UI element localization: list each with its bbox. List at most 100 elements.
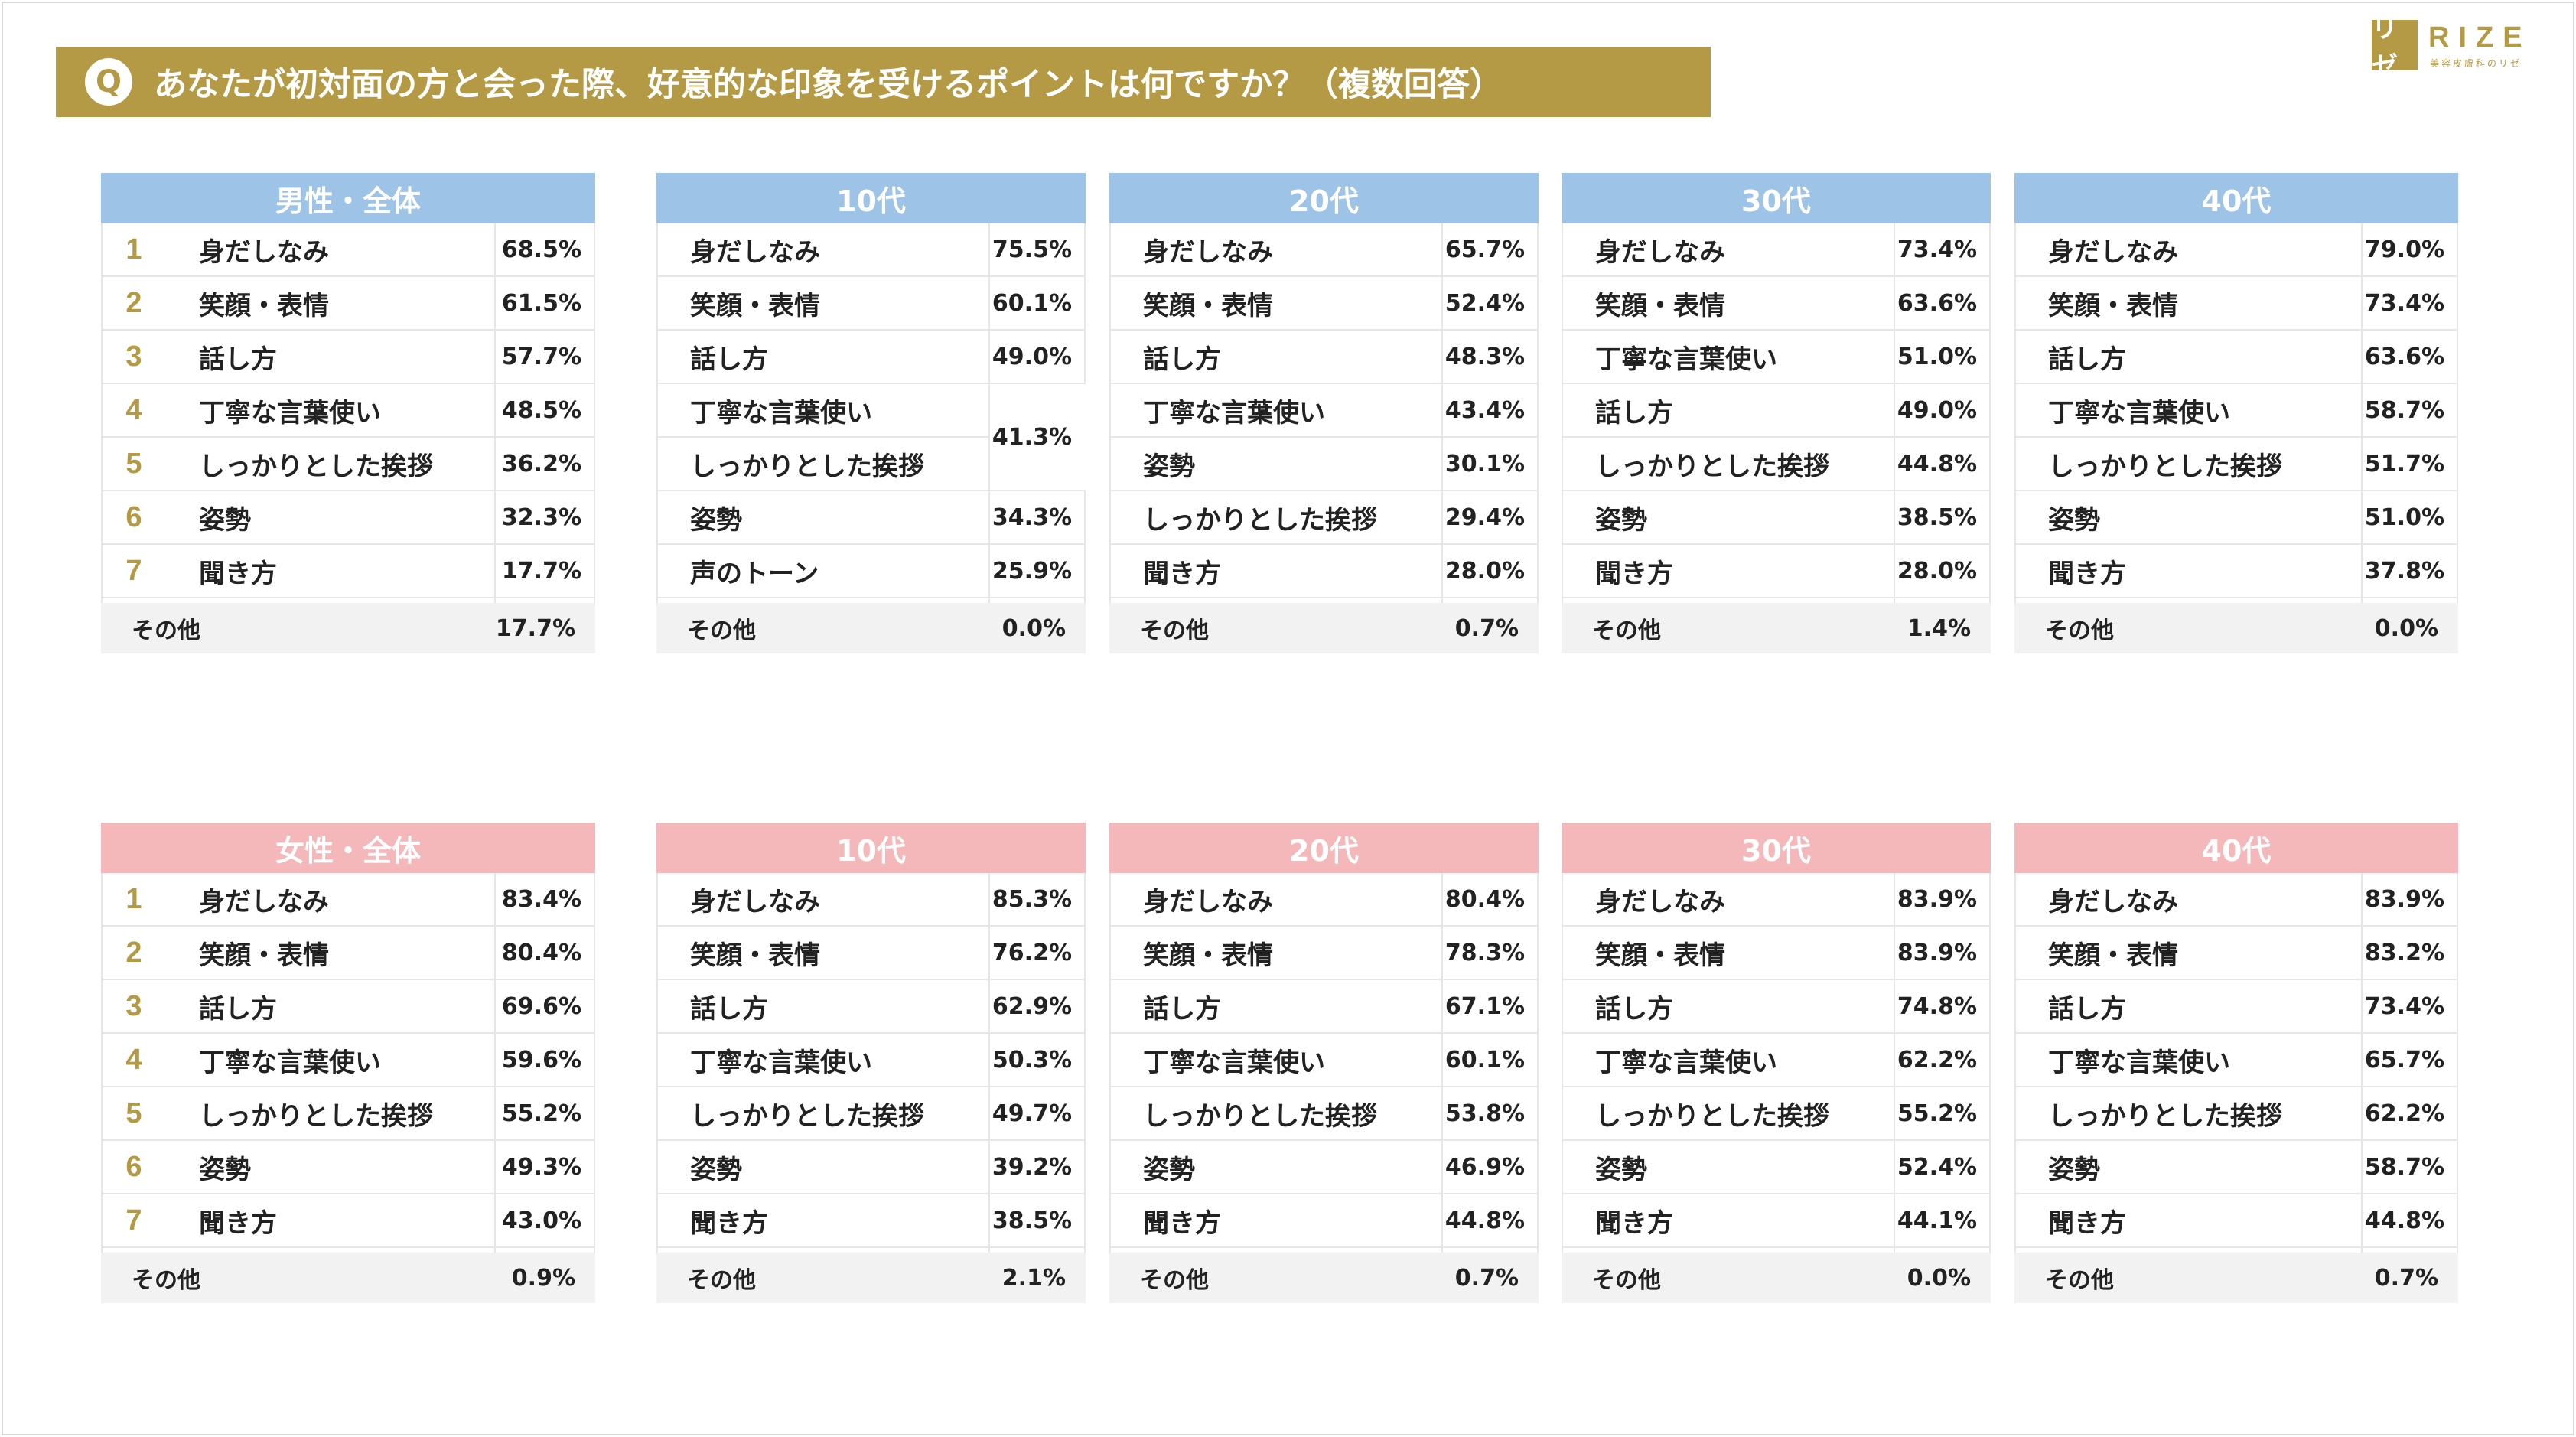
item-label: 笑顔・表情 xyxy=(1595,940,1725,971)
other-label: その他 xyxy=(2045,1267,2114,1294)
item-value: 76.2% xyxy=(988,927,1086,979)
item-value: 62.2% xyxy=(2361,1087,2458,1139)
table-row: 7 聞き方 43.0% xyxy=(101,1194,595,1248)
item-value: 67.1% xyxy=(1441,980,1539,1032)
table-row: 6 姿勢 32.3% xyxy=(101,491,595,545)
item-label: しっかりとした挨拶 xyxy=(1595,451,1829,482)
item-value: 80.4% xyxy=(494,927,595,979)
table-row: 丁寧な言葉使い 50.3% xyxy=(656,1034,1086,1087)
other-label: その他 xyxy=(2045,617,2114,644)
table-row: 3 話し方 57.7% xyxy=(101,331,595,384)
table-row: しっかりとした挨拶 53.8% xyxy=(1109,1087,1539,1141)
ranking-table-male-0: 男性・全体 1 身だしなみ 68.5% 2 笑顔・表情 61.5% 3 話し方 57.7% 4 丁寧な… xyxy=(101,173,595,653)
table-row: 笑顔・表情 83.2% xyxy=(2014,927,2458,980)
item-label: しっかりとした挨拶 xyxy=(690,1100,924,1132)
table-row: 姿勢 46.9% xyxy=(1109,1141,1539,1194)
other-label: その他 xyxy=(1592,1267,1661,1294)
rank-number: 5 xyxy=(125,447,142,480)
item-value: 52.4% xyxy=(1894,1141,1991,1193)
item-label: 身だしなみ xyxy=(1595,236,1725,268)
other-label: その他 xyxy=(1140,1267,1209,1294)
item-label: 聞き方 xyxy=(2048,558,2126,589)
table-row: 身だしなみ 80.4% xyxy=(1109,873,1539,927)
item-label: しっかりとした挨拶 xyxy=(1595,1100,1829,1132)
rank-number: 7 xyxy=(125,1204,142,1237)
other-value: 2.1% xyxy=(1001,1264,1066,1292)
item-label: しっかりとした挨拶 xyxy=(1143,1100,1377,1132)
item-label: しっかりとした挨拶 xyxy=(1143,504,1377,536)
question-text: あなたが初対面の方と会った際、好意的な印象を受けるポイントは何ですか？（複数回答… xyxy=(154,66,1503,104)
item-value: 63.6% xyxy=(1894,277,1991,329)
ranking-table-male-1: 10代 身だしなみ 75.5% 笑顔・表情 60.1% 話し方 49.0% 丁寧な言葉使い 41… xyxy=(656,173,1086,653)
item-value: 28.0% xyxy=(1441,545,1539,597)
table-row: 笑顔・表情 73.4% xyxy=(2014,277,2458,331)
item-label: 笑顔・表情 xyxy=(1143,940,1273,971)
item-value: 63.6% xyxy=(2361,331,2458,383)
table-row: 笑顔・表情 83.9% xyxy=(1562,927,1991,980)
item-value: 83.4% xyxy=(494,873,595,925)
other-value: 0.7% xyxy=(1454,614,1519,642)
item-value: 75.5% xyxy=(988,223,1086,275)
item-value: 73.4% xyxy=(1894,223,1991,275)
item-value: 85.3% xyxy=(988,873,1086,925)
item-label: 姿勢 xyxy=(690,1154,742,1185)
table-row: しっかりとした挨拶 29.4% xyxy=(1109,491,1539,545)
table-row: 7 聞き方 17.7% xyxy=(101,545,595,598)
table-row: 丁寧な言葉使い 65.7% xyxy=(2014,1034,2458,1087)
item-value: 68.5% xyxy=(494,223,595,275)
other-row: その他 0.0% xyxy=(656,603,1086,653)
rank-number: 4 xyxy=(125,393,142,426)
rank-number: 1 xyxy=(125,882,142,915)
table-row: 丁寧な言葉使い 43.4% xyxy=(1109,384,1539,438)
table-row: 話し方 48.3% xyxy=(1109,331,1539,384)
rank-number: 6 xyxy=(125,500,142,533)
table-header: 40代 xyxy=(2014,173,2458,223)
table-row: 姿勢 30.1% xyxy=(1109,438,1539,491)
item-value: 44.1% xyxy=(1894,1194,1991,1246)
rank-number: 3 xyxy=(125,989,142,1022)
other-value: 0.0% xyxy=(2374,614,2438,642)
rank-number: 5 xyxy=(125,1096,142,1129)
item-label: 姿勢 xyxy=(1595,1154,1647,1185)
table-row: 1 身だしなみ 68.5% xyxy=(101,223,595,277)
table-row: 丁寧な言葉使い 58.7% xyxy=(2014,384,2458,438)
item-label: 身だしなみ xyxy=(690,886,820,917)
table-row: 聞き方 37.8% xyxy=(2014,545,2458,598)
item-label: 聞き方 xyxy=(1595,1207,1673,1239)
item-label: 笑顔・表情 xyxy=(199,940,329,971)
table-row: 聞き方 44.8% xyxy=(2014,1194,2458,1248)
table-row: 丁寧な言葉使い 41.3% xyxy=(656,384,1086,491)
item-label: 姿勢 xyxy=(1143,1154,1195,1185)
table-row: 身だしなみ 83.9% xyxy=(1562,873,1991,927)
table-row: 丁寧な言葉使い 60.1% xyxy=(1109,1034,1539,1087)
table-row: 聞き方 28.0% xyxy=(1109,545,1539,598)
table-row: 声のトーン 25.9% xyxy=(656,545,1086,598)
table-header: 30代 xyxy=(1562,173,1991,223)
ranking-table-male-4: 40代 身だしなみ 79.0% 笑顔・表情 73.4% 話し方 63.6% 丁寧な言葉使い 58… xyxy=(2014,173,2458,653)
item-value: 57.7% xyxy=(494,331,595,383)
item-label: 笑顔・表情 xyxy=(690,940,820,971)
item-label: 姿勢 xyxy=(1143,451,1195,482)
merged-value: 41.3% xyxy=(988,384,1086,491)
item-value: 78.3% xyxy=(1441,927,1539,979)
table-row: しっかりとした挨拶 44.8% xyxy=(1562,438,1991,491)
question-badge: Q xyxy=(85,58,132,106)
item-value: 59.6% xyxy=(494,1034,595,1086)
ranking-table-female-0: 女性・全体 1 身だしなみ 83.4% 2 笑顔・表情 80.4% 3 話し方 69.6% 4 丁寧な… xyxy=(101,823,595,1303)
item-value: 44.8% xyxy=(1441,1194,1539,1246)
table-row: 話し方 63.6% xyxy=(2014,331,2458,384)
item-value: 65.7% xyxy=(2361,1034,2458,1086)
table-row: 話し方 49.0% xyxy=(656,331,1086,384)
ranking-table-male-2: 20代 身だしなみ 65.7% 笑顔・表情 52.4% 話し方 48.3% 丁寧な言葉使い 43… xyxy=(1109,173,1539,653)
item-label: 身だしなみ xyxy=(1595,886,1725,917)
other-row: その他 0.7% xyxy=(1109,603,1539,653)
item-label: しっかりとした挨拶 xyxy=(2048,451,2282,482)
item-label: 姿勢 xyxy=(690,504,742,536)
table-row: 話し方 74.8% xyxy=(1562,980,1991,1034)
table-header: 男性・全体 xyxy=(101,173,595,223)
item-label: 丁寧な言葉使い xyxy=(199,1047,381,1078)
item-value: 50.3% xyxy=(988,1034,1086,1086)
table-header: 10代 xyxy=(656,173,1086,223)
other-value: 0.7% xyxy=(1454,1264,1519,1292)
item-value: 49.3% xyxy=(494,1141,595,1193)
